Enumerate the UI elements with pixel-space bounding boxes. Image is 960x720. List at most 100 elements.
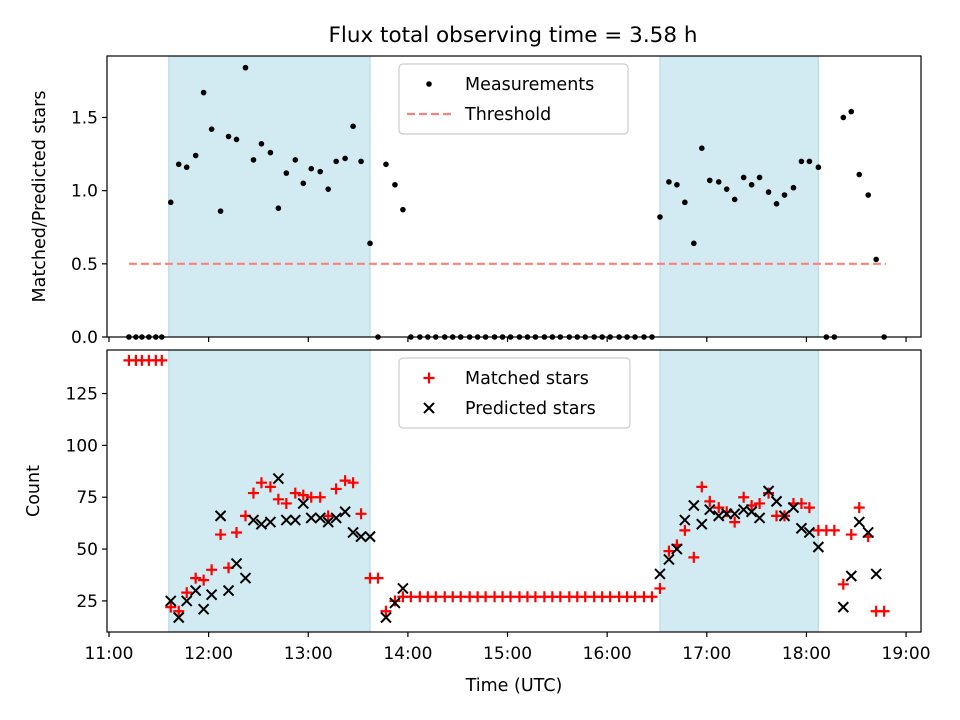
y-axis-label: Matched/Predicted stars	[30, 91, 50, 303]
measurement-point	[674, 181, 680, 188]
legend: Measurements Threshold	[398, 63, 629, 135]
predicted-star-point	[745, 506, 758, 518]
predicted-star-point	[330, 512, 342, 524]
predicted-star-point	[737, 503, 750, 516]
predicted-star-point	[380, 611, 392, 624]
predicted-star-point	[272, 472, 285, 485]
measurement-point	[292, 157, 299, 163]
predicted-star-point	[762, 485, 775, 497]
x-axis-label: Time (UTC)	[465, 676, 563, 696]
predicted-star-point	[355, 530, 367, 543]
matched-star-point	[646, 591, 658, 603]
measurement-point	[192, 152, 199, 159]
measurement-point	[781, 192, 788, 198]
measurement-point	[873, 256, 879, 263]
predicted-star-point	[339, 506, 351, 518]
predicted-star-point	[364, 530, 376, 543]
matched-star-point	[389, 595, 401, 607]
y-tick-label: 125	[66, 385, 98, 405]
measurement-point	[815, 164, 822, 171]
predicted-star-point	[770, 495, 783, 508]
predicted-star-point	[654, 568, 666, 580]
matched-star-point	[198, 574, 210, 586]
measurement-point	[333, 158, 339, 165]
measurement-point	[682, 199, 688, 206]
predicted-star-point	[679, 514, 691, 526]
predicted-star-point	[663, 553, 675, 566]
top-panel: 0.0 0.5 1.0 1.5 Matched/Predicted stars Measu…	[30, 55, 922, 348]
legend-label: Matched stars	[465, 369, 589, 389]
measurement-point	[731, 196, 738, 203]
matched-star-point	[754, 497, 766, 509]
measurement-point	[175, 161, 182, 168]
measurement-point	[275, 205, 282, 212]
predicted-star-point	[853, 516, 865, 528]
matched-star-point	[654, 582, 666, 594]
matched-star-point	[763, 487, 775, 499]
measurement-point	[706, 177, 713, 184]
measurement-point	[317, 168, 324, 175]
y-tick-label: 25	[76, 592, 98, 612]
y-tick-label: 1.5	[71, 108, 98, 128]
predicted-star-point	[713, 510, 725, 522]
predicted-star-point	[297, 497, 309, 510]
measurement-point	[748, 181, 755, 188]
y-tick-label: 100	[66, 436, 98, 456]
measurement-point	[225, 133, 232, 140]
matched-star-point	[696, 481, 708, 493]
predicted-star-point	[222, 584, 235, 597]
predicted-star-point	[862, 526, 874, 539]
legend-box	[398, 63, 629, 135]
x-tick-label: 11:00	[84, 644, 133, 664]
measurement-point	[208, 126, 215, 132]
predicted-star-point	[239, 572, 252, 584]
x-tick-label: 15:00	[483, 644, 532, 664]
measurement-point	[666, 179, 672, 185]
measurement-point	[691, 240, 697, 247]
measurement-point	[167, 199, 174, 206]
matched-star-point	[803, 502, 815, 514]
predicted-star-point	[314, 512, 326, 524]
x-tick-label: 13:00	[284, 644, 333, 664]
legend-label: Predicted stars	[465, 399, 596, 419]
predicted-star-point	[247, 514, 260, 526]
legend-label: Threshold	[464, 105, 551, 125]
matched-star-point	[837, 578, 849, 590]
predicted-star-point	[397, 582, 409, 595]
predicted-star-point	[688, 499, 700, 512]
matched-star-point	[679, 524, 691, 536]
measurement-point	[283, 170, 290, 176]
matched-star-point	[322, 510, 334, 522]
matched-star-point	[372, 572, 384, 584]
predicted-star-point	[264, 516, 277, 528]
matched-star-point	[330, 483, 342, 495]
x-tick-label: 16:00	[583, 644, 632, 664]
matched-star-point	[215, 529, 227, 541]
predicted-star-point	[205, 588, 218, 601]
matched-star-point	[165, 601, 177, 613]
axes-frame	[106, 349, 922, 633]
measurement-point	[267, 149, 274, 156]
matched-star-point	[173, 605, 185, 617]
predicted-star-point	[347, 526, 359, 539]
y-tick-label: 50	[76, 540, 98, 560]
measurement-point	[250, 157, 257, 163]
predicted-star-point	[197, 603, 210, 615]
matched-star-point	[347, 477, 359, 489]
measurement-point	[848, 108, 855, 115]
measurement-point	[242, 64, 249, 71]
measurement-point	[308, 165, 315, 172]
matched-star-point	[247, 487, 259, 499]
matched-star-point	[206, 564, 218, 576]
measurement-point	[773, 201, 780, 207]
x-tick-label: 17:00	[682, 644, 731, 664]
measurement-point	[856, 171, 863, 178]
measurement-point	[200, 89, 207, 96]
y-tick-label: 0.5	[71, 255, 98, 275]
predicted-star-point	[255, 518, 268, 530]
measurement-point	[765, 189, 772, 195]
predicted-star-point	[280, 514, 293, 526]
matched-star-point	[713, 502, 725, 514]
axes-frame	[106, 55, 922, 338]
